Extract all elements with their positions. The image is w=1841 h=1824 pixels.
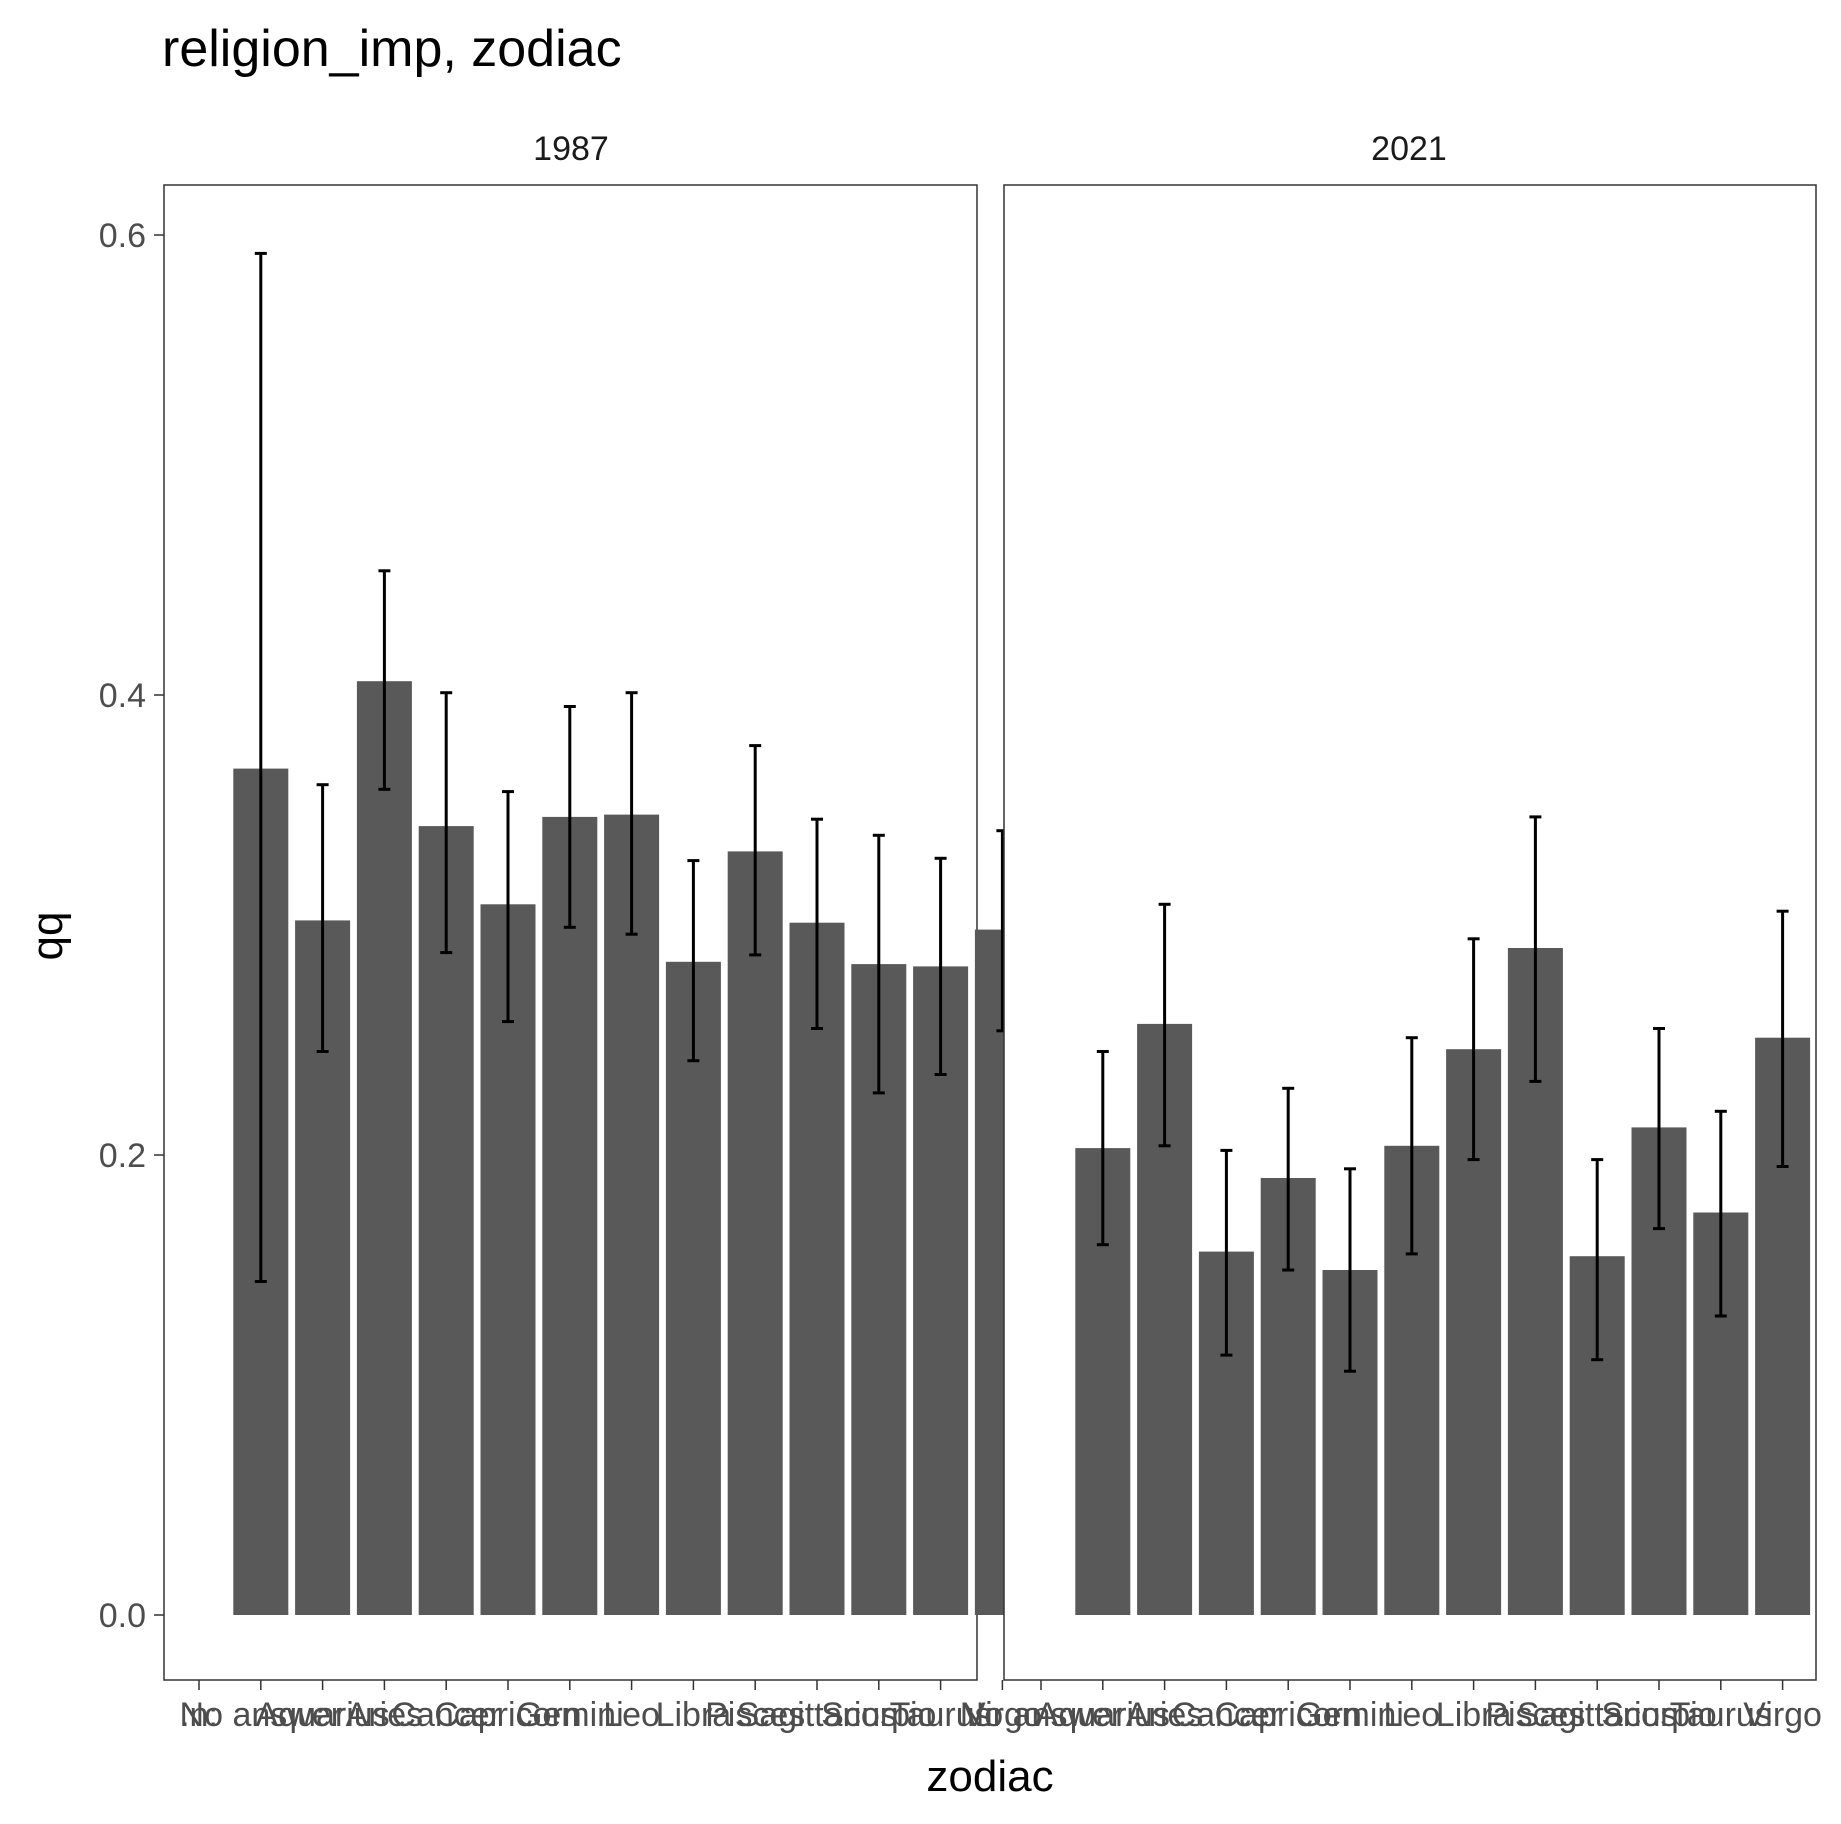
x-tick-label-1987-scorpio: Scorpio bbox=[821, 1696, 936, 1734]
x-tick-label-2021-sagittarius: Sagittarius bbox=[1517, 1696, 1678, 1734]
y-axis-title: qq bbox=[23, 912, 72, 961]
x-tick-label-1987-n: .n: bbox=[180, 1696, 218, 1734]
error-bar-2021-virgo bbox=[1776, 909, 1789, 1168]
error-bar-1987-pisces bbox=[749, 744, 762, 957]
error-bar-1987-gemini bbox=[563, 705, 576, 929]
error-bar-2021-capricorn bbox=[1282, 1086, 1295, 1272]
error-bar-2021-cancer bbox=[1220, 1148, 1233, 1357]
bar-1987-aries bbox=[356, 681, 412, 1615]
error-bar-2021-gemini bbox=[1344, 1167, 1356, 1373]
x-tick-label-2021-aries: Aries bbox=[1126, 1696, 1203, 1734]
panel-2021: 2021 bbox=[1003, 130, 1817, 1681]
x-tick-label-1987-sagittarius: Sagittarius bbox=[737, 1696, 898, 1734]
x-tick-label-1987-pisces: Pisces bbox=[705, 1696, 805, 1734]
x-tick-label-2021-libra: Libra bbox=[1436, 1696, 1512, 1734]
y-tick-label-0.2: 0.2 bbox=[99, 1137, 146, 1175]
strip-label-1987: 1987 bbox=[533, 130, 609, 168]
error-bar-1987-aries bbox=[378, 569, 391, 791]
y-axis: 0.0 0.2 0.4 0.6 bbox=[99, 217, 164, 1635]
error-bar-1987-scorpio bbox=[872, 833, 885, 1095]
chart-title: religion_imp, zodiac bbox=[162, 20, 622, 78]
panel-1987: 1987 bbox=[163, 130, 1030, 1681]
x-tick-label-2021-taurus: Taurus bbox=[1670, 1696, 1772, 1734]
error-bar-2021-sagittarius bbox=[1591, 1158, 1604, 1362]
bar-1987-cancer bbox=[418, 826, 474, 1615]
error-bar-2021-taurus bbox=[1714, 1109, 1727, 1318]
x-tick-label-1987-no-answer: No answer bbox=[180, 1696, 343, 1734]
error-bar-2021-leo bbox=[1405, 1036, 1418, 1256]
x-tick-label-2021-gemini: Gemini bbox=[1296, 1696, 1404, 1734]
x-axis-title: zodiac bbox=[926, 1752, 1053, 1801]
error-bar-2021-scorpio bbox=[1653, 1027, 1665, 1231]
x-tick-label-1987-aries: Aries bbox=[346, 1696, 423, 1734]
x-tick-label-1987-libra: Libra bbox=[656, 1696, 732, 1734]
x-tick-label-2021-cancer: Cancer bbox=[1172, 1696, 1282, 1734]
x-tick-label-1987-capricorn: Capricorn bbox=[434, 1696, 581, 1734]
error-bar-1987-capricorn bbox=[502, 790, 514, 1024]
x-tick-label-1987-aquarius: Aquarius bbox=[255, 1696, 389, 1734]
x-tick-label-2021-leo: Leo bbox=[1383, 1696, 1440, 1734]
error-bar-2021-aries bbox=[1158, 902, 1171, 1148]
error-bar-1987-libra bbox=[687, 859, 700, 1063]
error-bar-1987-sagittarius bbox=[811, 817, 823, 1030]
x-tick-label-1987-virgo: Virgo bbox=[963, 1696, 1042, 1734]
x-tick-label-1987-cancer: Cancer bbox=[391, 1696, 501, 1734]
x-tick-label-2021-no-answer: No answer bbox=[960, 1696, 1123, 1734]
error-bar-1987-cancer bbox=[440, 691, 453, 955]
y-tick-label-0.4: 0.4 bbox=[99, 677, 146, 715]
bar-1987-leo bbox=[604, 814, 660, 1615]
error-bar-2021-libra bbox=[1467, 937, 1480, 1162]
x-tick-label-2021-virgo: Virgo bbox=[1743, 1696, 1822, 1734]
strip-label-2021: 2021 bbox=[1371, 130, 1447, 168]
x-tick-label-1987-leo: Leo bbox=[603, 1696, 660, 1734]
bar-1987-pisces bbox=[727, 851, 783, 1615]
x-tick-label-1987-gemini: Gemini bbox=[516, 1696, 624, 1734]
x-tick-label-2021-pisces: Pisces bbox=[1485, 1696, 1585, 1734]
error-bar-2021-pisces bbox=[1529, 815, 1542, 1083]
panel-1987-marks bbox=[233, 251, 1030, 1615]
x-tick-label-2021-aquarius: Aquarius bbox=[1036, 1696, 1170, 1734]
error-bar-1987-aquarius bbox=[316, 783, 329, 1053]
x-tick-label-2021-scorpio: Scorpio bbox=[1601, 1696, 1716, 1734]
x-tick-label-1987-taurus: Taurus bbox=[890, 1696, 992, 1734]
bar-1987-gemini bbox=[542, 816, 598, 1615]
x-tick-label-2021-capricorn: Capricorn bbox=[1215, 1696, 1362, 1734]
y-tick-label-0.0: 0.0 bbox=[99, 1597, 146, 1635]
bar-1987-libra bbox=[665, 961, 721, 1615]
error-bar-2021-aquarius bbox=[1096, 1050, 1109, 1247]
error-bar-1987-leo bbox=[625, 691, 638, 936]
x-axis: .n:No answerAquariusAriesCancerCapricorn… bbox=[180, 1680, 1822, 1734]
error-bar-1987-taurus bbox=[934, 856, 947, 1076]
bar-1987-sagittarius bbox=[789, 922, 845, 1615]
error-bar-1987-no-answer bbox=[254, 251, 267, 1283]
panel-2021-marks bbox=[1075, 815, 1811, 1615]
y-tick-label-0.6: 0.6 bbox=[99, 217, 146, 255]
